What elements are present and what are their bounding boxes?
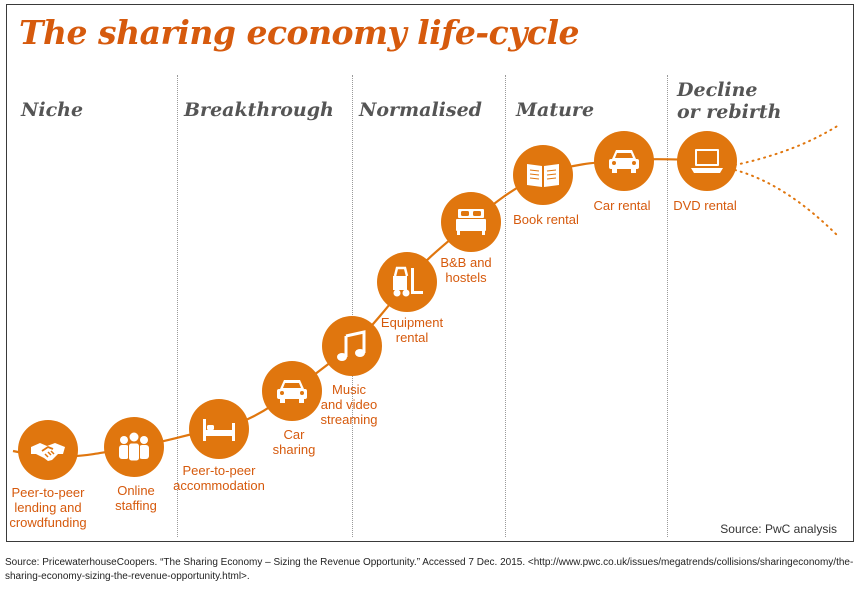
stage-divider xyxy=(505,75,506,537)
car-icon xyxy=(277,380,307,403)
stage-divider xyxy=(352,75,353,537)
node-label: Peer-to-peer accommodation xyxy=(173,463,265,493)
node-online-staffing xyxy=(104,417,164,477)
open-book-icon xyxy=(527,164,559,187)
node-car-sharing xyxy=(262,361,322,421)
node-music-video-streaming xyxy=(322,316,382,376)
stage-decline-or-rebirth: Decline or rebirth xyxy=(677,79,782,123)
node-book-rental xyxy=(513,145,573,205)
node-peer-to-peer-lending xyxy=(18,420,78,480)
double-bed-icon xyxy=(456,209,486,235)
node-label: B&B and hostels xyxy=(440,255,492,285)
stage-divider xyxy=(177,75,178,537)
stage-niche: Niche xyxy=(21,99,84,121)
node-label: Peer-to-peer lending and crowdfunding xyxy=(9,485,87,530)
music-note-icon xyxy=(337,330,366,361)
diagram-title: The sharing economy life-cycle xyxy=(19,13,580,52)
stage-normalised: Normalised xyxy=(359,99,482,121)
node-label: Music and video streaming xyxy=(320,382,378,427)
laptop-icon xyxy=(691,149,723,173)
node-label: Car rental xyxy=(593,198,651,213)
node-label: Online staffing xyxy=(115,483,157,513)
node-equipment-rental xyxy=(377,252,437,312)
car-icon xyxy=(609,150,639,173)
handshake-icon xyxy=(31,443,65,461)
stage-divider xyxy=(667,75,668,537)
people-group-icon xyxy=(119,432,149,462)
node-label: Equipment rental xyxy=(380,315,444,345)
decline-dotted-line xyxy=(734,169,840,238)
source-note: Source: PwC analysis xyxy=(720,522,837,536)
footer-citation: Source: PricewaterhouseCoopers. “The Sha… xyxy=(5,557,854,582)
rebirth-dotted-line xyxy=(734,124,840,166)
node-bb-and-hostels xyxy=(441,192,501,252)
stage-mature: Mature xyxy=(516,99,595,121)
node-label: DVD rental xyxy=(673,198,737,213)
lifecycle-curve-line xyxy=(12,158,708,458)
node-peer-to-peer-accommodation xyxy=(189,399,249,459)
node-label: Car sharing xyxy=(272,427,316,457)
lifecycle-curve xyxy=(12,124,840,458)
diagram-frame: The sharing economy life-cycle Niche Bre… xyxy=(6,4,854,542)
node-dvd-rental xyxy=(677,131,737,191)
forklift-icon xyxy=(393,266,423,297)
node-car-rental xyxy=(594,131,654,191)
stage-breakthrough: Breakthrough xyxy=(184,99,334,121)
node-label: Book rental xyxy=(513,212,579,227)
bed-icon xyxy=(203,419,235,441)
